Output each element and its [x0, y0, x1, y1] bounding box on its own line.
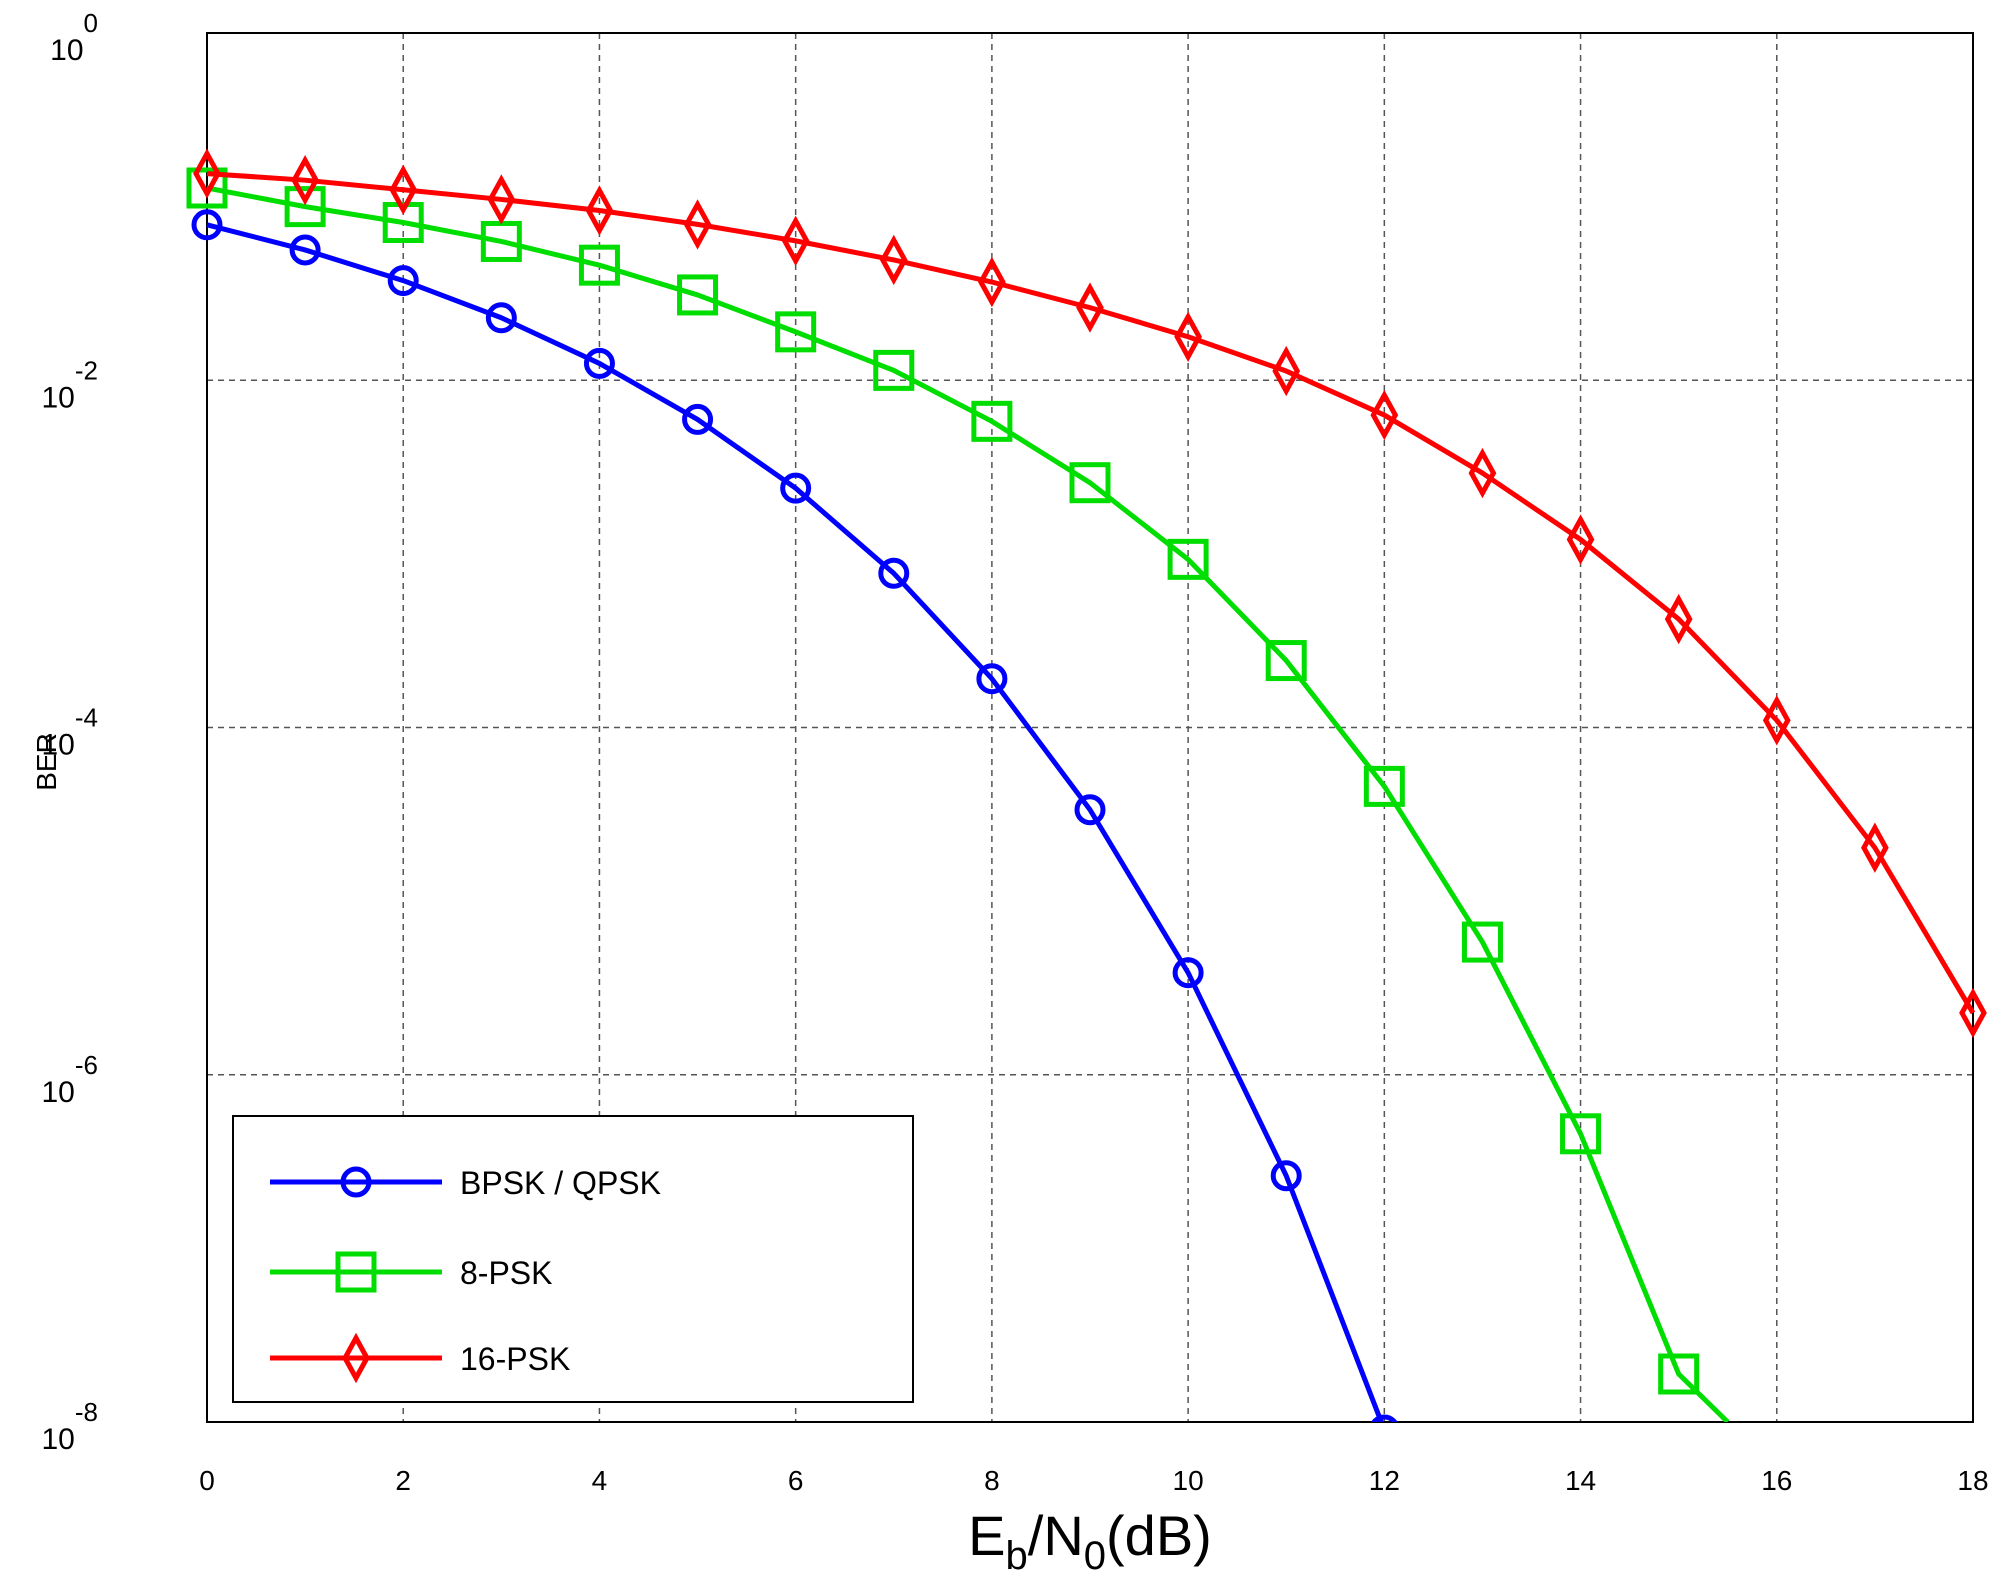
series-2	[186, 167, 1730, 1422]
data-point	[1861, 822, 1889, 873]
data-point	[1370, 389, 1399, 441]
data-point	[1363, 765, 1405, 807]
data-point	[873, 349, 915, 391]
y-tick-label: 10-4	[42, 703, 99, 762]
data-point	[780, 472, 812, 504]
x-tick-label: 4	[592, 1465, 608, 1496]
data-point	[382, 202, 424, 244]
legend-marker	[342, 1332, 370, 1384]
y-tick-label: 100	[50, 8, 98, 67]
data-point	[186, 167, 228, 209]
data-point	[1270, 1160, 1302, 1192]
series-1	[191, 209, 1398, 1422]
x-axis-ticks: 0 2 4 6 8 10 12 14 16 18	[199, 1465, 1988, 1496]
data-point	[878, 557, 910, 589]
x-tick-label: 2	[395, 1465, 411, 1496]
data-point	[978, 256, 1006, 308]
legend-label: 16-PSK	[460, 1341, 570, 1377]
data-point	[1069, 462, 1111, 504]
data-point	[387, 265, 419, 297]
data-point	[1762, 695, 1791, 746]
data-point	[191, 209, 223, 241]
data-point	[389, 164, 418, 215]
data-point	[1167, 538, 1209, 580]
x-tick-label: 14	[1565, 1465, 1596, 1496]
data-point	[879, 234, 908, 286]
x-tick-label: 16	[1761, 1465, 1792, 1496]
series-line	[206, 171, 1976, 1015]
data-point	[485, 302, 517, 334]
legend-label: BPSK / QPSK	[460, 1165, 661, 1201]
data-point	[1074, 794, 1106, 826]
legend: BPSK / QPSK 8-PSK 16-PSK	[232, 1115, 914, 1403]
x-tick-label: 18	[1957, 1465, 1988, 1496]
data-point	[682, 403, 714, 435]
plot-frame	[206, 32, 1974, 1423]
data-point	[683, 199, 712, 250]
data-point	[1959, 987, 1987, 1039]
data-point	[284, 186, 326, 228]
data-point	[1658, 1353, 1700, 1395]
data-point	[1371, 1414, 1398, 1422]
y-tick-label: 10-6	[42, 1050, 99, 1109]
series-3	[193, 148, 1987, 1039]
series	[186, 148, 1987, 1422]
y-tick-label: 10-2	[42, 355, 99, 414]
data-point	[1468, 447, 1497, 499]
legend-marker	[335, 1251, 377, 1293]
data-point	[781, 215, 810, 267]
x-axis-label: Eb/N0(dB)	[968, 1504, 1212, 1575]
data-point	[585, 185, 614, 236]
data-point	[193, 148, 221, 199]
data-point	[1461, 921, 1503, 963]
x-tick-label: 6	[788, 1465, 804, 1496]
series-line	[206, 222, 1384, 1422]
data-point	[1560, 1113, 1602, 1155]
series-line	[206, 185, 1730, 1422]
data-point	[578, 244, 620, 286]
data-point	[487, 174, 516, 225]
y-axis-ticks: 100 10-2 10-4 10-6 10-8	[42, 8, 99, 1456]
data-point	[677, 274, 719, 316]
data-point	[291, 154, 319, 206]
data-point	[1076, 282, 1104, 333]
legend-marker	[340, 1166, 372, 1198]
data-point	[971, 400, 1013, 442]
data-point	[1664, 593, 1693, 645]
legend-label: 8-PSK	[460, 1255, 552, 1291]
data-point	[1272, 345, 1301, 397]
data-point	[1566, 514, 1595, 565]
data-point	[976, 663, 1008, 695]
data-point	[583, 347, 615, 379]
x-tick-label: 0	[199, 1465, 215, 1496]
data-point	[1172, 957, 1204, 989]
x-tick-label: 12	[1369, 1465, 1400, 1496]
y-tick-label: 10-8	[42, 1397, 99, 1456]
x-tick-label: 10	[1173, 1465, 1204, 1496]
data-point	[1174, 311, 1202, 362]
x-tick-label: 8	[984, 1465, 1000, 1496]
y-axis-label: BER	[31, 733, 62, 791]
data-point	[1265, 640, 1307, 682]
data-point	[289, 234, 321, 266]
data-point	[775, 311, 817, 353]
